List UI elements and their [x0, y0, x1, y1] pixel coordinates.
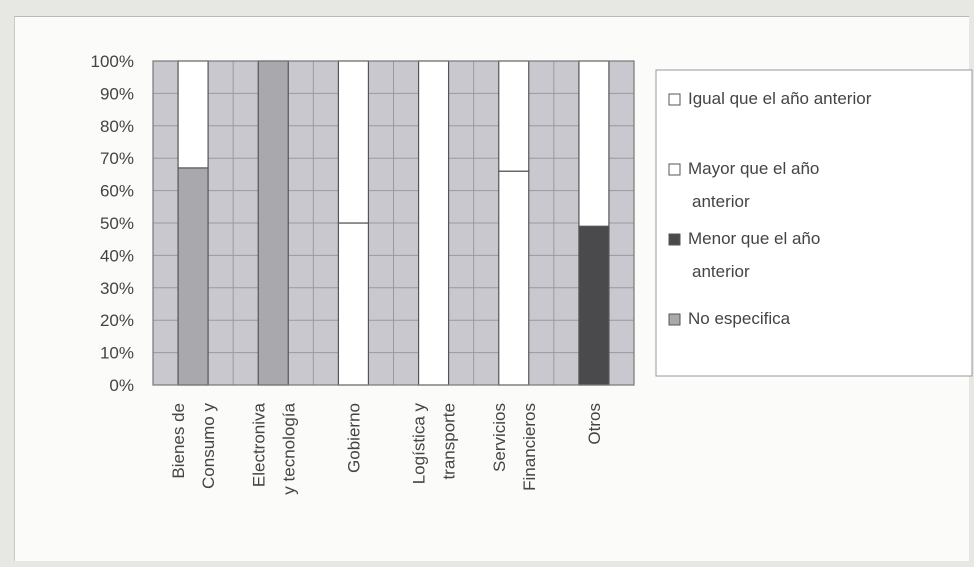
bar-segment: [337, 222, 370, 386]
y-tick-label: 60%: [100, 182, 134, 201]
y-tick-label: 40%: [100, 246, 134, 265]
legend-swatch: [668, 163, 681, 176]
y-tick-label: 20%: [100, 311, 134, 330]
x-tick-label: Logística y: [410, 403, 429, 485]
bar-segment: [417, 60, 450, 386]
x-tick-label: y tecnología: [279, 402, 298, 494]
legend-box: [655, 69, 973, 377]
x-tick-label: Financieros: [520, 403, 539, 491]
bar-segment: [578, 225, 610, 386]
legend-swatch: [668, 93, 681, 106]
legend-label: Menor que el año: [688, 229, 820, 248]
y-tick-label: 90%: [100, 84, 134, 103]
y-tick-label: 80%: [100, 117, 134, 136]
bar-segment: [337, 60, 370, 224]
x-tick-label: Bienes de: [169, 403, 188, 479]
y-tick-label: 10%: [100, 344, 134, 363]
x-tick-label: Otros: [585, 403, 604, 445]
y-tick-label: 0%: [109, 376, 134, 395]
bar-segment: [257, 60, 289, 386]
bar-segment: [177, 167, 209, 386]
legend-label: anterior: [692, 262, 750, 281]
plot-border: [152, 60, 635, 386]
legend-label: Igual que el año anterior: [688, 89, 872, 108]
y-tick-label: 70%: [100, 149, 134, 168]
x-tick-label: Gobierno: [344, 403, 363, 473]
legend-swatch: [668, 313, 681, 326]
bar-segment: [498, 170, 530, 386]
legend-label: No especifica: [688, 309, 791, 328]
bar-segment: [177, 60, 209, 169]
bar-segment: [498, 60, 530, 172]
x-tick-label: transporte: [440, 403, 459, 480]
x-tick-label: Servicios: [490, 403, 509, 472]
y-tick-label: 100%: [91, 52, 134, 71]
y-tick-label: 50%: [100, 214, 134, 233]
legend-swatch: [668, 233, 681, 246]
x-tick-label: Electroniva: [249, 402, 268, 487]
legend-label: Mayor que el año: [688, 159, 819, 178]
legend-label: anterior: [692, 192, 750, 211]
bar-segment: [578, 60, 610, 227]
y-tick-label: 30%: [100, 279, 134, 298]
x-tick-label: Consumo y: [199, 403, 218, 489]
